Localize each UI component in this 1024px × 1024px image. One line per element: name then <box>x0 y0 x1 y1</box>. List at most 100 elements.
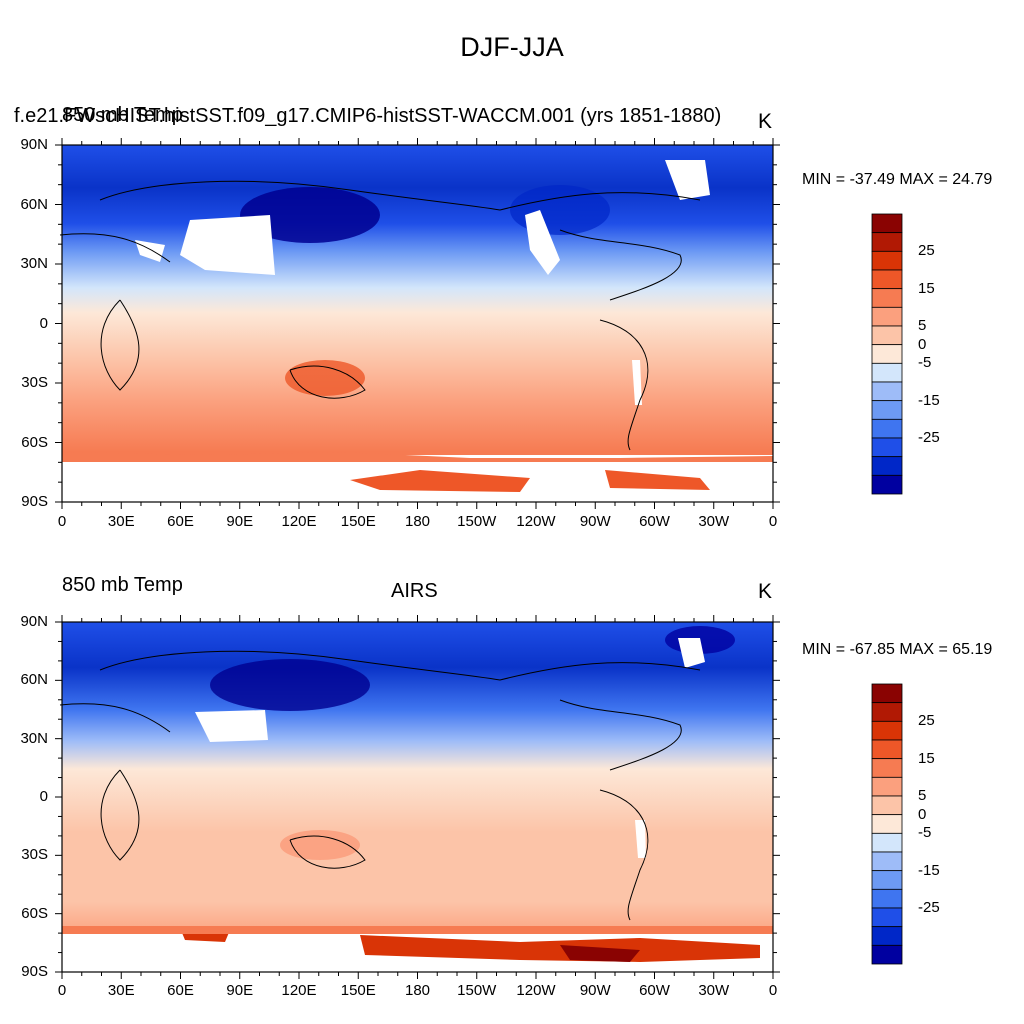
p2-lon-label: 30W <box>698 982 730 999</box>
colorbar-label: 0 <box>918 335 927 353</box>
colorbar-swatch <box>871 926 903 946</box>
colorbar-swatch <box>871 888 903 909</box>
panel2-center-title: AIRS <box>391 580 438 602</box>
p2-lon-label: 180 <box>404 982 431 999</box>
p1-lon-label: 120E <box>281 513 317 530</box>
p2-lon-label: 150W <box>457 982 497 999</box>
colorbar-swatch <box>871 269 903 290</box>
p1-lon-label: 30W <box>698 513 730 530</box>
colorbar-label: -25 <box>918 429 940 446</box>
p1-lon-label: 0 <box>768 513 778 530</box>
p2-lon-label: 0 <box>768 982 778 999</box>
p1-lon-label: 30E <box>107 513 135 530</box>
p1-lat-label: 60S <box>21 433 48 451</box>
colorbar-swatch <box>871 907 903 928</box>
colorbar-swatch <box>871 381 903 402</box>
panel1-colorbar <box>871 213 903 495</box>
p1-lat-label: 90S <box>21 493 48 510</box>
panel1-field <box>62 145 773 502</box>
panel2-units: K <box>758 580 773 603</box>
axis-ticks <box>55 138 780 979</box>
p2-lat-label: 30N <box>20 729 48 747</box>
panel2-minmax: MIN = -67.85 MAX = 65.19 <box>802 641 993 658</box>
panel1-units: K <box>758 110 773 133</box>
p1-lat-label: 60N <box>20 195 48 213</box>
p1-lon-label: 60E <box>167 513 194 530</box>
panel2-field <box>62 622 773 972</box>
p1-lon-label: 150W <box>457 513 497 530</box>
colorbar-label: 0 <box>918 805 927 823</box>
colorbar-swatch <box>871 456 903 476</box>
p1-lat-label: 90N <box>20 136 48 153</box>
p2-lon-label: 120E <box>281 982 317 999</box>
panel1-minmax: MIN = -37.49 MAX = 24.79 <box>802 171 993 188</box>
p1-lon-label: 120W <box>516 513 556 530</box>
p2-lon-label: 120W <box>516 982 556 999</box>
p1-lon-label: 0 <box>57 513 67 530</box>
panel1-rockies-mask <box>525 210 560 275</box>
panel1-tibet-mask <box>180 215 275 275</box>
p2-lon-label: 90W <box>579 982 611 999</box>
colorbar-swatch <box>871 776 903 797</box>
colorbar-label: 5 <box>918 787 927 804</box>
p1-lat-label: 30N <box>20 255 48 272</box>
panel1-left-title: 850 mb Temp <box>62 104 183 126</box>
panel1-siberia-cold <box>240 187 380 243</box>
colorbar-swatch <box>871 362 903 383</box>
colorbar-label: 25 <box>918 242 935 260</box>
panel2-left-title: 850 mb Temp <box>62 574 183 596</box>
colorbar-swatch <box>871 325 903 346</box>
colorbar-label: 5 <box>918 317 927 334</box>
colorbar-label: -5 <box>918 824 932 842</box>
colorbar-swatch <box>871 344 903 364</box>
colorbar-swatch <box>871 306 903 327</box>
p1-lon-label: 90E <box>226 513 254 530</box>
p2-lat-label: 90N <box>20 613 48 630</box>
colorbar-label: 15 <box>918 749 935 767</box>
p2-lon-label: 60W <box>639 982 670 999</box>
panel1-australia-warm <box>285 360 365 396</box>
colorbar-swatch <box>871 437 903 458</box>
colorbar-swatch <box>871 795 903 816</box>
colorbar-swatch <box>871 832 903 853</box>
colorbar-swatch <box>871 288 903 308</box>
p2-lon-label: 90E <box>226 982 254 999</box>
p1-lat-label: 0 <box>39 314 48 332</box>
colorbar-swatch <box>871 851 903 872</box>
p2-lon-label: 30E <box>107 982 135 999</box>
panel2-colorbar <box>871 683 903 965</box>
p1-lon-label: 90W <box>579 513 611 530</box>
colorbar-swatch <box>871 870 903 890</box>
p2-lon-label: 60E <box>167 982 194 999</box>
colorbar-swatch <box>871 474 903 495</box>
p1-lon-label: 60W <box>639 513 670 530</box>
colorbar-swatch <box>871 944 903 965</box>
colorbar-label: -5 <box>918 354 932 372</box>
colorbar-label: 25 <box>918 712 935 730</box>
p2-lon-label: 0 <box>57 982 67 999</box>
colorbar-swatch <box>871 739 903 760</box>
colorbar-swatch <box>871 418 903 439</box>
colorbar-swatch <box>871 213 903 234</box>
p2-lat-label: 30S <box>21 846 48 864</box>
p1-lon-label: 180 <box>404 513 431 530</box>
p2-lat-label: 60N <box>20 671 48 689</box>
panel2-siberia-cold <box>210 659 370 711</box>
panel1-case-title: f.e21.FWscHIST.histSST.f09_g17.CMIP6-his… <box>14 105 722 127</box>
panel2-greenland-mask <box>678 638 705 668</box>
p2-lat-label: 90S <box>21 963 48 980</box>
colorbar-label: -25 <box>918 899 940 916</box>
colorbar-swatch <box>871 683 903 704</box>
colorbar-swatch <box>871 814 903 834</box>
panel2-tibet-mask <box>195 710 268 742</box>
panel1-map <box>59 144 774 503</box>
colorbar-swatch <box>871 720 903 741</box>
p1-lon-label: 150E <box>340 513 376 530</box>
colorbar-swatch <box>871 250 903 271</box>
colorbar-label: 15 <box>918 279 935 297</box>
colorbar-swatch <box>871 400 903 420</box>
colorbar-label: -15 <box>918 861 940 879</box>
panel2-map <box>59 621 774 973</box>
panel1-greenland-mask <box>665 160 710 200</box>
